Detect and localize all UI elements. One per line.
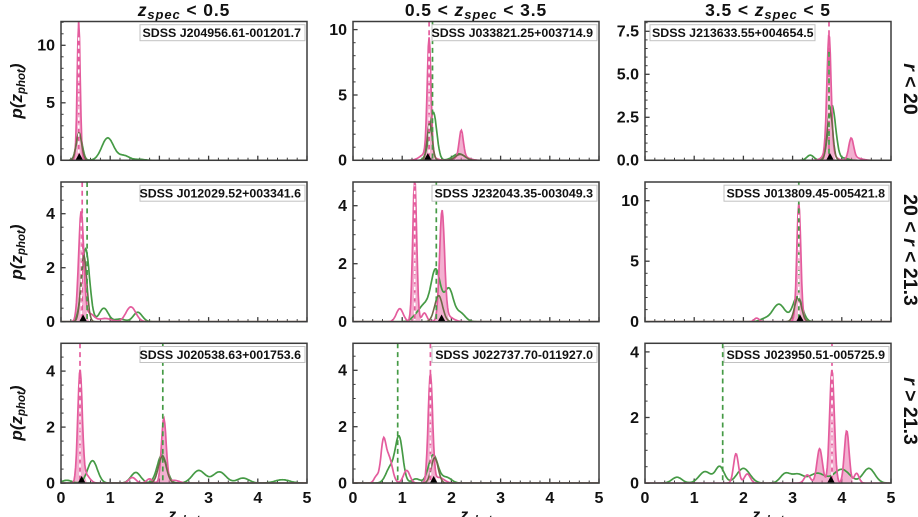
svg-text:5: 5	[338, 87, 347, 104]
svg-text:3.5 < zspec < 5: 3.5 < zspec < 5	[705, 0, 831, 22]
svg-text:5.0: 5.0	[617, 67, 639, 84]
svg-text:1: 1	[690, 490, 699, 507]
svg-text:4: 4	[338, 363, 347, 380]
svg-text:SDSS J204956.61-001201.7: SDSS J204956.61-001201.7	[143, 26, 302, 40]
svg-text:SDSS J013809.45-005421.8: SDSS J013809.45-005421.8	[727, 187, 886, 201]
svg-text:0: 0	[57, 490, 66, 507]
svg-text:5: 5	[303, 490, 312, 507]
svg-text:SDSS J023950.51-005725.9: SDSS J023950.51-005725.9	[727, 348, 886, 362]
svg-text:0: 0	[46, 476, 55, 493]
svg-text:4: 4	[253, 490, 262, 507]
svg-text:5: 5	[46, 95, 55, 112]
svg-text:2: 2	[46, 260, 55, 277]
svg-text:2: 2	[739, 490, 748, 507]
svg-text:1: 1	[398, 490, 407, 507]
svg-text:0: 0	[46, 314, 55, 331]
svg-text:10: 10	[329, 22, 347, 39]
svg-text:5: 5	[887, 490, 896, 507]
svg-text:3: 3	[496, 490, 505, 507]
svg-text:0: 0	[338, 153, 347, 170]
svg-text:0: 0	[349, 490, 358, 507]
svg-text:SDSS J012029.52+003341.6: SDSS J012029.52+003341.6	[139, 187, 301, 201]
svg-text:0: 0	[46, 153, 55, 170]
svg-text:0: 0	[641, 490, 650, 507]
svg-text:0: 0	[338, 476, 347, 493]
svg-text:0.5 < zspec < 3.5: 0.5 < zspec < 3.5	[405, 0, 547, 22]
svg-text:SDSS J020538.63+001753.6: SDSS J020538.63+001753.6	[139, 348, 301, 362]
svg-text:20 < r < 21.3: 20 < r < 21.3	[899, 194, 918, 306]
svg-text:SDSS J033821.25+003714.9: SDSS J033821.25+003714.9	[431, 26, 593, 40]
svg-text:4: 4	[545, 490, 554, 507]
svg-text:SDSS J213633.55+004654.5: SDSS J213633.55+004654.5	[652, 26, 814, 40]
svg-text:2: 2	[155, 490, 164, 507]
svg-text:SDSS J022737.70-011927.0: SDSS J022737.70-011927.0	[435, 348, 593, 362]
svg-text:4: 4	[46, 364, 55, 381]
svg-text:2: 2	[46, 420, 55, 437]
svg-text:r < 20: r < 20	[899, 63, 918, 115]
svg-text:4: 4	[338, 198, 347, 215]
svg-text:5: 5	[595, 490, 604, 507]
svg-text:2: 2	[447, 490, 456, 507]
svg-text:2: 2	[630, 410, 639, 427]
svg-text:0.0: 0.0	[617, 153, 639, 170]
svg-text:4: 4	[46, 206, 55, 223]
svg-text:4: 4	[630, 344, 639, 361]
svg-text:p(zphot): p(zphot)	[7, 385, 28, 441]
svg-text:r > 21.3: r > 21.3	[899, 377, 918, 445]
svg-text:10: 10	[37, 38, 55, 55]
svg-text:2: 2	[338, 256, 347, 273]
svg-text:3: 3	[204, 490, 213, 507]
svg-text:zspec < 0.5: zspec < 0.5	[137, 0, 231, 22]
svg-text:SDSS J232043.35-003049.3: SDSS J232043.35-003049.3	[435, 187, 594, 201]
svg-text:7.5: 7.5	[617, 24, 639, 41]
svg-text:10: 10	[621, 193, 639, 210]
svg-text:2: 2	[338, 419, 347, 436]
svg-text:1: 1	[106, 490, 115, 507]
svg-text:0: 0	[630, 476, 639, 493]
svg-text:4: 4	[837, 490, 846, 507]
svg-text:0: 0	[338, 314, 347, 331]
svg-text:2.5: 2.5	[617, 110, 639, 127]
svg-text:0: 0	[630, 314, 639, 331]
svg-text:5: 5	[630, 254, 639, 271]
svg-text:3: 3	[788, 490, 797, 507]
